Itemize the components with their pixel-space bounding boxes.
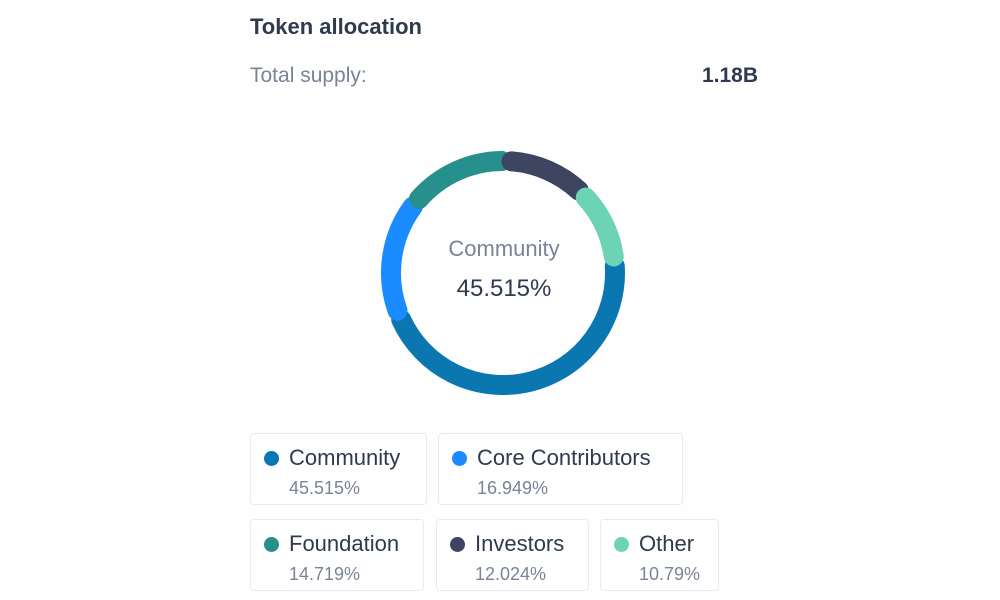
total-supply-value: 1.18B xyxy=(701,64,758,87)
legend-dot-investors xyxy=(450,537,465,552)
legend-dot-community xyxy=(264,451,279,466)
donut-segment-investors[interactable] xyxy=(501,151,589,201)
legend-card-community[interactable]: Community 45.515% xyxy=(250,433,427,505)
allocation-donut-chart[interactable] xyxy=(378,146,628,400)
legend-card-foundation[interactable]: Foundation 14.719% xyxy=(250,519,424,591)
legend-name: Core Contributors xyxy=(477,445,651,470)
legend-name: Foundation xyxy=(289,531,400,556)
legend-percent: 16.949% xyxy=(477,478,549,498)
legend-name: Community xyxy=(289,445,401,470)
legend-card-other[interactable]: Other 10.79% xyxy=(600,519,719,591)
legend-dot-foundation xyxy=(264,537,279,552)
legend-card-investors[interactable]: Investors 12.024% xyxy=(436,519,589,591)
panel-title: Token allocation xyxy=(250,14,422,39)
legend-name: Other xyxy=(639,531,695,556)
legend-percent: 12.024% xyxy=(475,564,547,584)
legend-dot-core-contributors xyxy=(452,451,467,466)
legend-percent: 10.79% xyxy=(639,564,701,584)
legend-name: Investors xyxy=(475,531,565,556)
legend-dot-other xyxy=(614,537,629,552)
donut-segment-community[interactable] xyxy=(391,256,625,395)
legend-percent: 45.515% xyxy=(289,478,361,498)
legend-card-core-contributors[interactable]: Core Contributors 16.949% xyxy=(438,433,683,505)
total-supply-label: Total supply: xyxy=(250,64,367,87)
donut-segment-other[interactable] xyxy=(575,187,624,267)
donut-segment-core-contributors[interactable] xyxy=(381,196,423,321)
legend-percent: 14.719% xyxy=(289,564,361,584)
donut-center-label: Community xyxy=(448,236,560,261)
donut-center-value: 45.515% xyxy=(456,275,552,302)
donut-segment-foundation[interactable] xyxy=(408,151,512,209)
